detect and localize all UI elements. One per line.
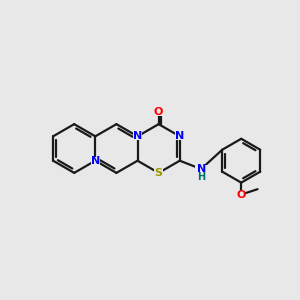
Text: O: O — [237, 190, 246, 200]
Text: N: N — [196, 164, 206, 174]
FancyBboxPatch shape — [175, 132, 184, 140]
FancyBboxPatch shape — [237, 191, 245, 198]
Text: S: S — [154, 168, 163, 178]
Text: N: N — [175, 131, 184, 141]
FancyBboxPatch shape — [133, 132, 142, 140]
Text: N: N — [133, 131, 142, 141]
Text: N: N — [91, 156, 100, 166]
Text: O: O — [154, 107, 163, 117]
FancyBboxPatch shape — [195, 165, 207, 173]
FancyBboxPatch shape — [91, 157, 100, 165]
FancyBboxPatch shape — [154, 169, 163, 177]
Text: H: H — [197, 172, 205, 182]
FancyBboxPatch shape — [154, 107, 163, 116]
